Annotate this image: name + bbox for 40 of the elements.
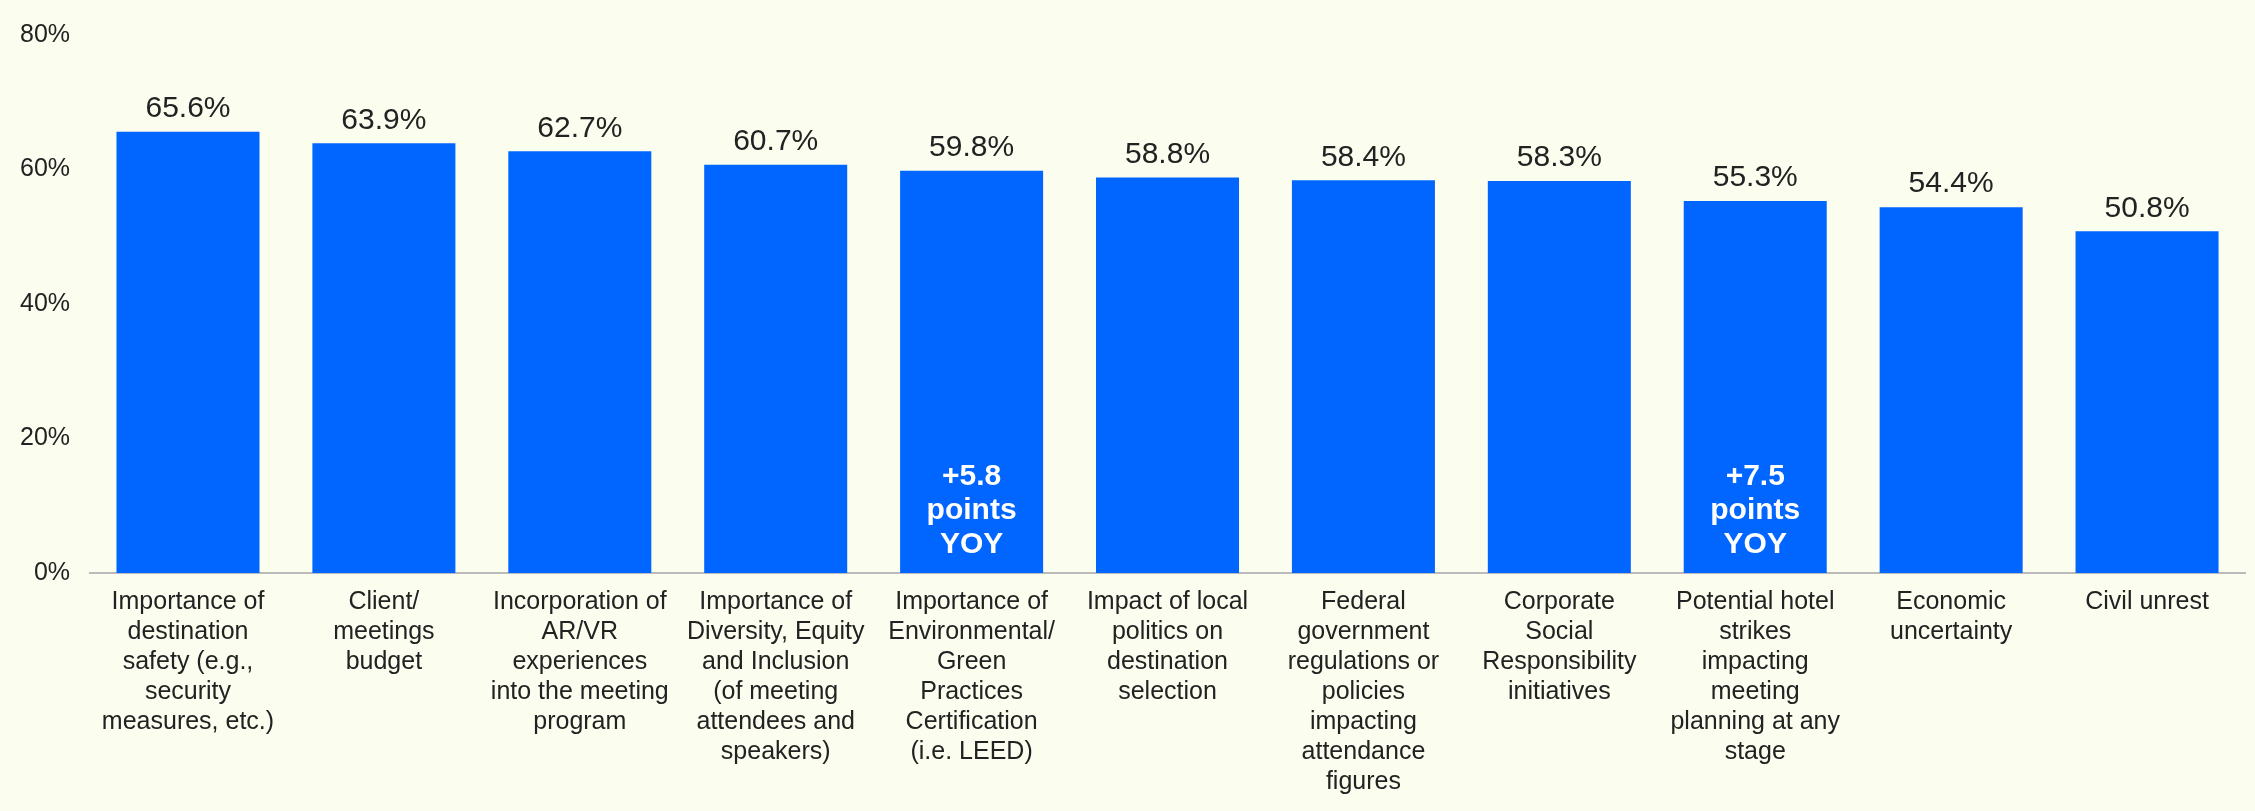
data-label: 50.8%: [2104, 189, 2190, 223]
x-tick-label: Corporate Social Responsibility initiatives: [1482, 585, 1637, 704]
bar: [704, 164, 848, 573]
data-label: 55.3%: [1712, 159, 1798, 193]
y-tick-label: 40%: [19, 287, 71, 316]
bar: [1096, 177, 1240, 573]
y-tick-label: 60%: [19, 153, 71, 182]
x-tick-label: Civil unrest: [2085, 585, 2209, 614]
y-tick-label: 80%: [19, 18, 71, 47]
y-tick-label: 20%: [19, 422, 71, 451]
bar: [2075, 231, 2219, 573]
x-tick-label: Importance of Environmental/ Green Practices Certification (i.e. LEED): [888, 585, 1056, 764]
bar: [1879, 207, 2023, 573]
data-label: 54.4%: [1908, 165, 1994, 199]
bar: [312, 143, 456, 573]
x-tick-label: Impact of local politics on destination selection: [1086, 585, 1249, 704]
x-tick-label: Federal government regulations or policies impacting attendance figures: [1287, 585, 1440, 794]
data-label: 58.8%: [1124, 135, 1211, 169]
bar: [116, 131, 260, 573]
bar: [900, 170, 1044, 573]
x-tick-label: Importance of destination safety (e.g., security measures, etc.): [101, 585, 275, 734]
data-label: 62.7%: [537, 109, 623, 143]
bar: [508, 151, 652, 573]
x-tick-label: Potential hotel strikes impacting meeting planning at any stage: [1670, 585, 1841, 764]
annotation: +5.8 points YOY: [926, 458, 1017, 560]
x-tick-label: Economic uncertainty: [1889, 585, 2013, 644]
data-label: 60.7%: [733, 123, 819, 157]
bar: [1487, 180, 1631, 573]
x-tick-label: Importance of Diversity, Equity and Inclusion (of meeting attendees and speakers): [687, 585, 865, 764]
y-tick-label: 0%: [33, 556, 71, 585]
data-label: 58.4%: [1320, 138, 1406, 172]
data-label: 59.8%: [929, 129, 1015, 163]
annotation: +7.5 points YOY: [1710, 458, 1801, 560]
data-label: 58.3%: [1516, 139, 1602, 173]
x-tick-label: Client/ meetings budget: [333, 585, 435, 674]
bar: [1291, 180, 1435, 573]
data-label: 63.9%: [341, 101, 427, 135]
data-label: 65.6%: [145, 90, 231, 124]
x-tick-label: Incorporation of AR/VR experiences into the meeting program: [490, 585, 669, 734]
bar: [1683, 201, 1827, 573]
